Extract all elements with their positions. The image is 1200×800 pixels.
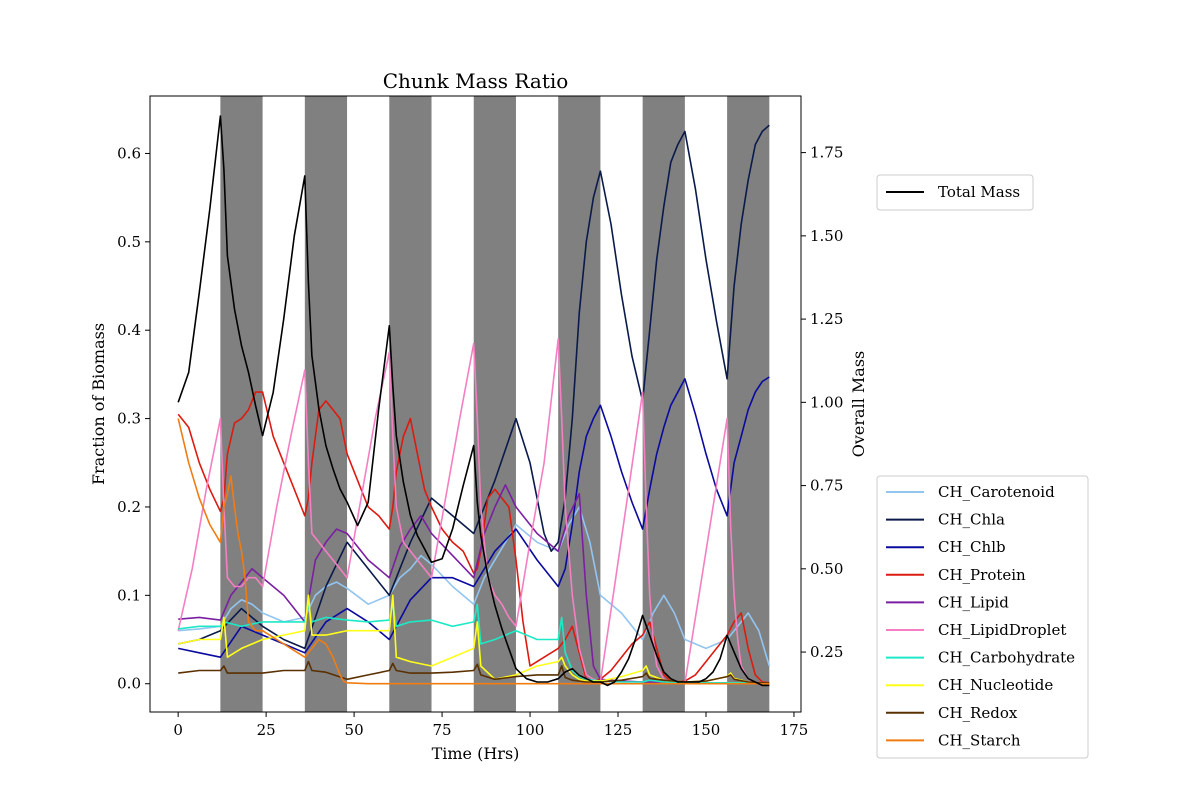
x-tick-label: 125 bbox=[604, 721, 633, 739]
x-tick-label: 25 bbox=[257, 721, 276, 739]
legend-label: CH_Lipid bbox=[938, 593, 1009, 611]
y-axis-label: Fraction of Biomass bbox=[89, 323, 108, 485]
series-lines bbox=[177, 115, 771, 687]
dark-periods bbox=[220, 96, 770, 712]
legend-label: CH_Redox bbox=[938, 704, 1018, 722]
series-line-ch-starch bbox=[177, 418, 770, 685]
legend-components: CH_Carotenoid CH_Chla CH_Chlb CH_Protein CH_… bbox=[876, 475, 1089, 759]
series-line-ch-chlb bbox=[178, 376, 770, 659]
dark-period-6 bbox=[727, 96, 770, 712]
dark-period-1 bbox=[304, 96, 348, 712]
y-tick-label: 0.5 bbox=[117, 233, 141, 251]
series-line-ch-chla bbox=[178, 124, 770, 650]
legend-label: CH_Carotenoid bbox=[938, 483, 1055, 501]
dark-period-2 bbox=[389, 96, 432, 712]
dark-period-5 bbox=[642, 96, 685, 712]
y-tick-label: 0.0 bbox=[117, 675, 141, 693]
plot-frame bbox=[149, 95, 802, 713]
legend-label: CH_Chla bbox=[938, 511, 1005, 529]
y-tick-label: 0.4 bbox=[117, 321, 141, 339]
dark-period-4 bbox=[558, 96, 601, 712]
y-tick-label: 0.1 bbox=[117, 586, 141, 604]
legend-label: CH_Nucleotide bbox=[938, 676, 1053, 694]
series-line-total-mass bbox=[177, 115, 770, 687]
x-axis: 0 25 50 75 100 125 150 175 bbox=[173, 712, 808, 739]
y-tick-label: 0.6 bbox=[117, 144, 141, 162]
x-axis-label: Time (Hrs) bbox=[432, 744, 520, 763]
x-tick-label: 75 bbox=[433, 721, 452, 739]
legend-label: CH_Chlb bbox=[938, 538, 1006, 556]
legend-label: Total Mass bbox=[938, 183, 1020, 201]
y2-tick-label: 1.75 bbox=[810, 144, 843, 162]
y2-tick-label: 0.75 bbox=[810, 477, 843, 495]
legend-total-mass: Total Mass bbox=[876, 174, 1034, 211]
x-tick-label: 100 bbox=[516, 721, 545, 739]
series-line-ch-protein bbox=[177, 391, 770, 684]
y-axis-left: 0.0 0.1 0.2 0.3 0.4 0.5 0.6 bbox=[117, 144, 150, 693]
x-tick-label: 0 bbox=[173, 721, 183, 739]
legend-label: CH_Protein bbox=[938, 566, 1026, 584]
legend-label: CH_LipidDroplet bbox=[938, 621, 1066, 639]
y2-tick-label: 0.50 bbox=[810, 560, 843, 578]
legend-box bbox=[876, 475, 1089, 759]
y-tick-label: 0.2 bbox=[117, 498, 141, 516]
x-tick-label: 50 bbox=[345, 721, 364, 739]
y2-tick-label: 1.50 bbox=[810, 227, 843, 245]
dark-period-0 bbox=[220, 96, 263, 712]
y-axis-right: 0.25 0.50 0.75 1.00 1.25 1.50 1.75 bbox=[801, 144, 843, 661]
dark-period-3 bbox=[473, 96, 516, 712]
legend-box bbox=[876, 174, 1034, 211]
y2-tick-label: 1.00 bbox=[810, 393, 843, 411]
x-tick-label: 175 bbox=[780, 721, 809, 739]
legend-label: CH_Carbohydrate bbox=[938, 649, 1075, 667]
chart-title: Chunk Mass Ratio bbox=[383, 69, 569, 93]
legend-label: CH_Starch bbox=[938, 731, 1021, 749]
y2-axis-label: Overall Mass bbox=[849, 351, 868, 457]
y2-tick-label: 0.25 bbox=[810, 643, 843, 661]
y2-tick-label: 1.25 bbox=[810, 310, 843, 328]
x-tick-label: 150 bbox=[692, 721, 721, 739]
y-tick-label: 0.3 bbox=[117, 410, 141, 428]
